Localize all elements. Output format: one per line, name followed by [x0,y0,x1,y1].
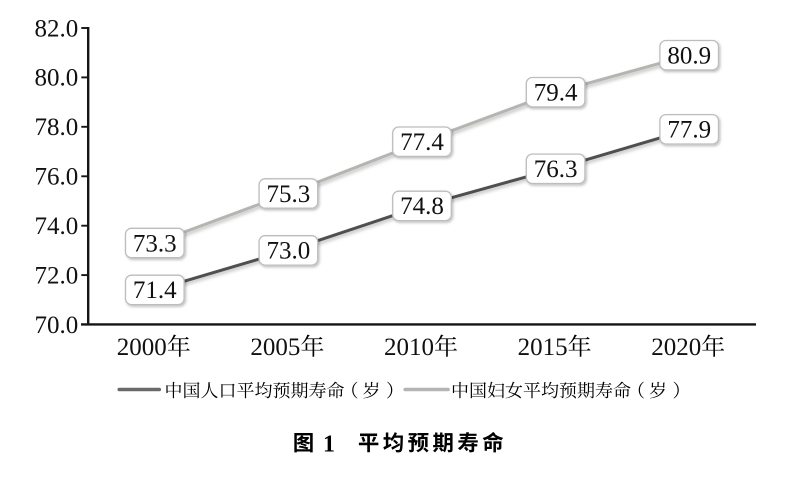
svg-text:1: 1 [323,431,335,457]
svg-text:74.0: 74.0 [35,213,79,240]
svg-text:78.0: 78.0 [35,114,79,141]
svg-text:77.9: 77.9 [667,117,711,144]
svg-text:2020: 2020 [651,334,701,361]
svg-text:2000: 2000 [117,334,167,361]
svg-text:73.0: 73.0 [267,238,311,265]
svg-text:70.0: 70.0 [35,312,79,339]
svg-text:72.0: 72.0 [35,262,79,289]
svg-text:80.0: 80.0 [35,65,79,92]
svg-text:2010: 2010 [384,334,434,361]
svg-text:71.4: 71.4 [133,277,177,304]
svg-text:2005: 2005 [250,334,300,361]
svg-text:76.3: 76.3 [534,156,578,183]
svg-text:73.3: 73.3 [133,230,177,257]
svg-text:75.3: 75.3 [267,181,311,208]
svg-text:77.4: 77.4 [400,129,444,156]
svg-text:74.8: 74.8 [400,193,444,220]
svg-text:80.9: 80.9 [667,43,711,70]
svg-text:79.4: 79.4 [534,80,578,107]
svg-text:76.0: 76.0 [35,164,79,191]
svg-text:82.0: 82.0 [35,15,79,42]
svg-text:2015: 2015 [518,334,568,361]
